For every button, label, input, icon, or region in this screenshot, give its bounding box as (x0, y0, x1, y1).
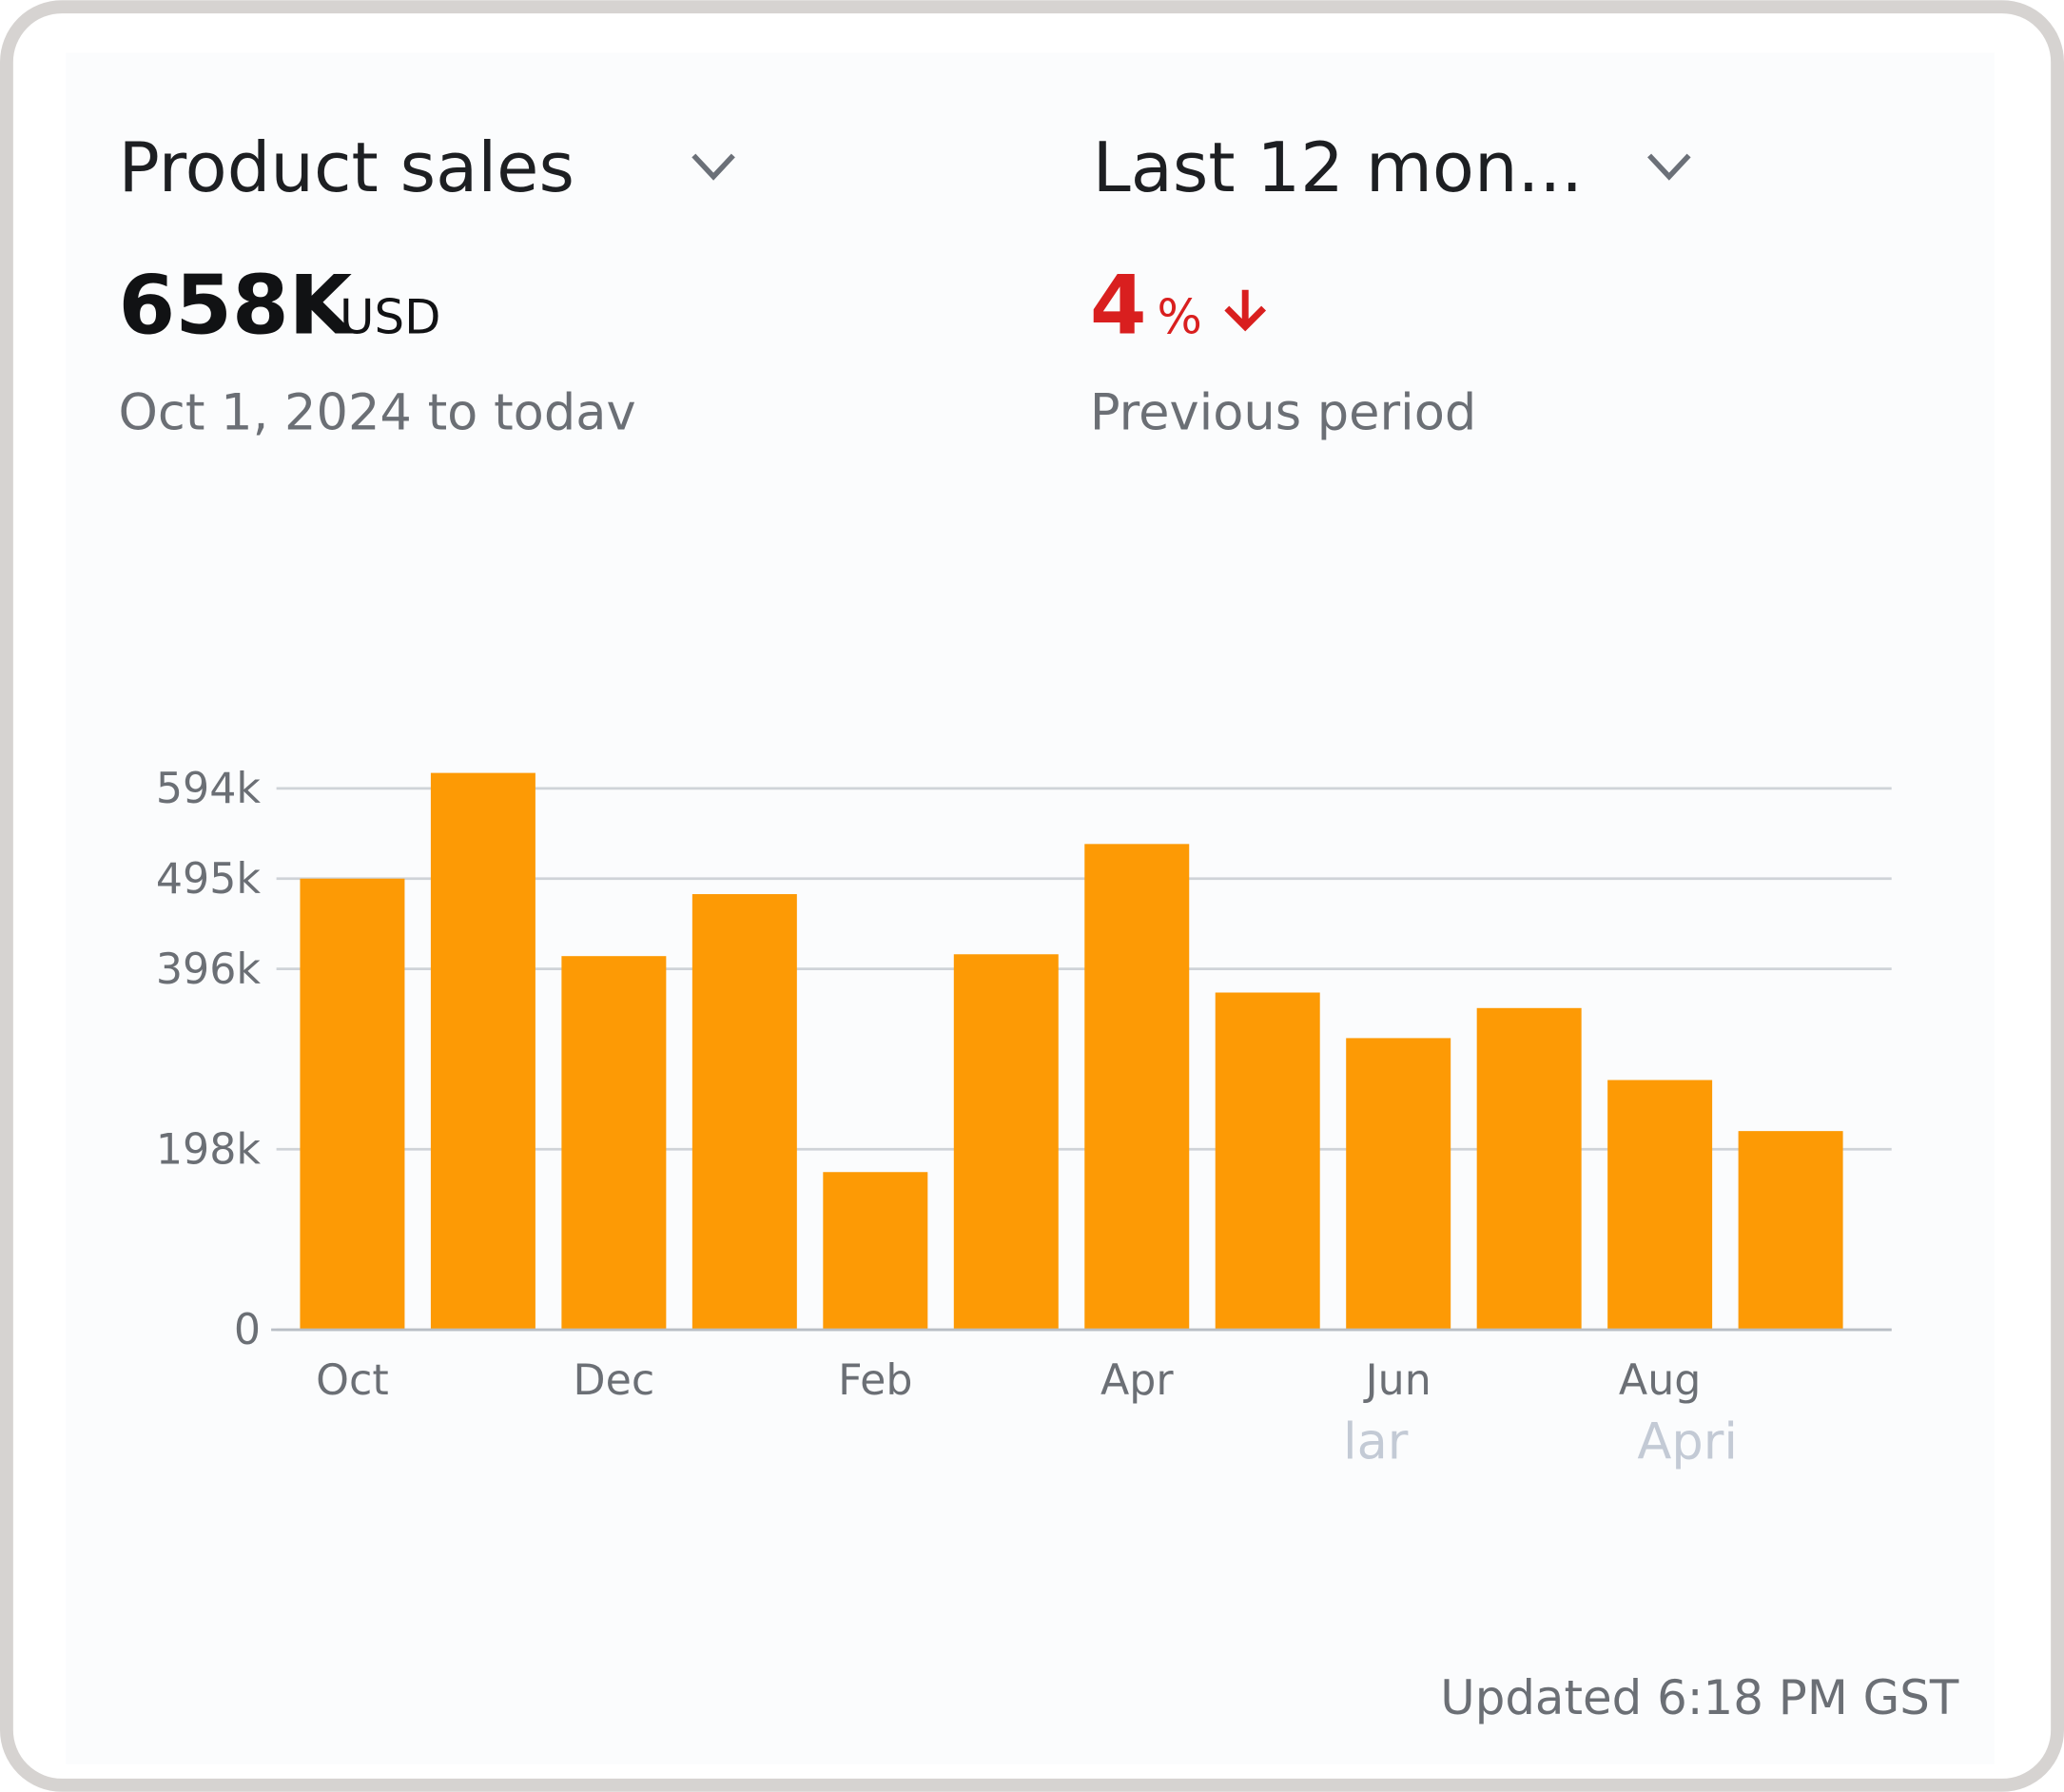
period-selector[interactable]: Last 12 mon... (1093, 127, 1584, 207)
bar (1607, 1080, 1713, 1331)
x-tick-label: Aug (1619, 1356, 1701, 1405)
y-tick-label: 0 (234, 1306, 261, 1354)
bar (561, 956, 667, 1331)
x-tick-label: Apr (1100, 1356, 1174, 1405)
y-tick-label: 495k (156, 855, 261, 904)
y-tick-label: 198k (156, 1126, 261, 1175)
ghost-label: lar (1343, 1413, 1409, 1471)
down-arrow (1224, 289, 1267, 332)
period-chevron[interactable] (1647, 153, 1691, 181)
ghost-label: Apri (1637, 1413, 1738, 1471)
y-tick-label: 396k (156, 945, 261, 994)
bar (823, 1172, 928, 1331)
metric-chevron[interactable] (691, 153, 735, 181)
change-value: 4 (1090, 258, 1147, 353)
metric-selector[interactable]: Product sales (119, 127, 574, 207)
comparison: Previous period (1090, 383, 1476, 441)
bar (953, 954, 1059, 1331)
bar (1738, 1131, 1843, 1331)
bar (1084, 844, 1190, 1331)
y-tick-label: 594k (156, 765, 261, 813)
change-unit: % (1157, 289, 1201, 344)
x-tick-label: Jun (1363, 1356, 1431, 1405)
bar (300, 878, 405, 1331)
bar (1346, 1038, 1451, 1331)
bar (691, 894, 797, 1331)
updated-time: Updated 6:18 PM GST (1440, 1670, 1959, 1725)
x-tick-label: Dec (574, 1356, 655, 1405)
bar (430, 772, 535, 1331)
bar (1476, 1007, 1582, 1331)
bar (1215, 992, 1320, 1331)
x-tick-label: Oct (316, 1356, 389, 1405)
total-value: 658K (119, 258, 356, 353)
date-range: Oct 1, 2024 to todav (119, 383, 636, 441)
x-tick-label: Feb (838, 1356, 912, 1405)
currency: USD (340, 289, 440, 344)
